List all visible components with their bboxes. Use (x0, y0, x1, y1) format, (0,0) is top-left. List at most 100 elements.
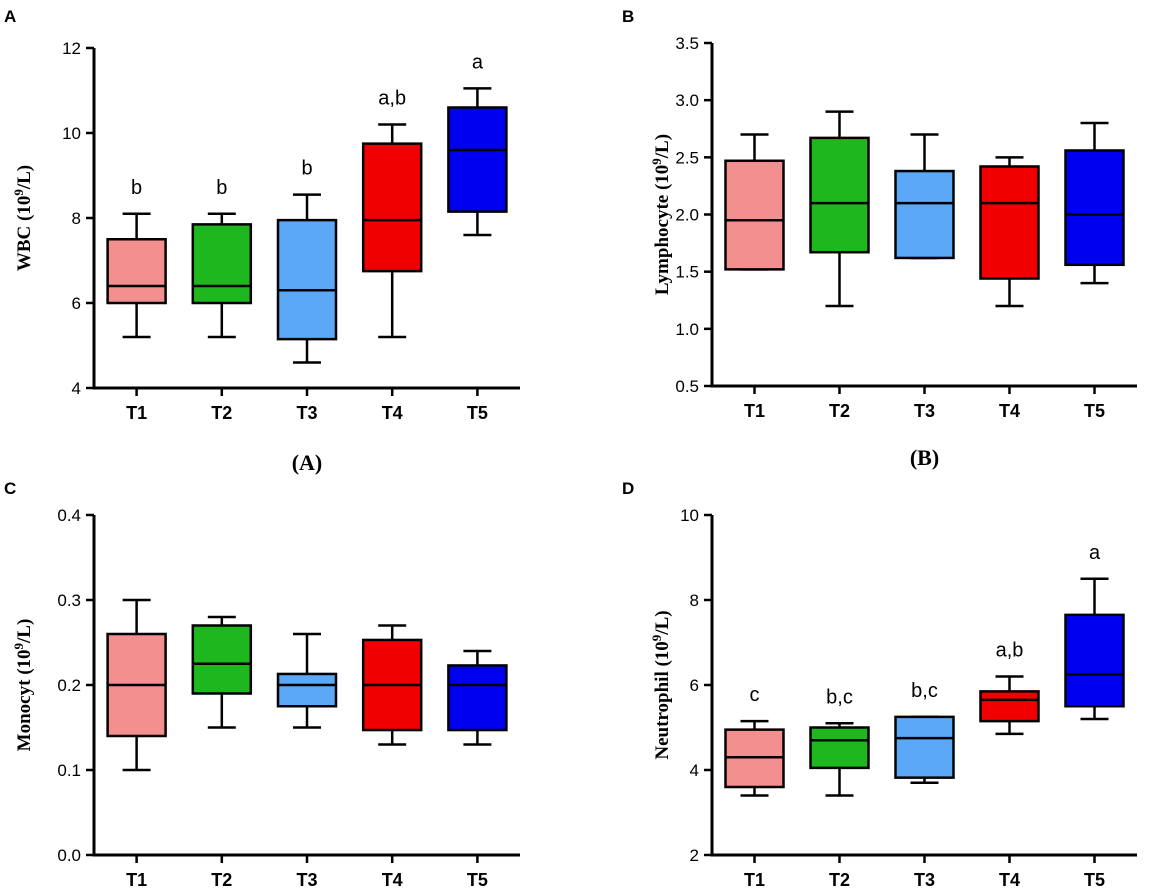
box-body (979, 690, 1040, 723)
panel-a: A 4 6 8 10 12 T1 T2 T3 T4 T5 WBC (109/L) b b b a,b a (A) (4, 7, 520, 475)
box-t2: b (191, 177, 253, 339)
x-tick-label: T3 (914, 401, 935, 421)
x-tick-label: T5 (467, 403, 488, 423)
x-tick-label: T3 (914, 870, 935, 890)
x-tick-label: T5 (1084, 401, 1105, 421)
y-tick-label: 2.0 (675, 206, 699, 225)
box-t1: c (724, 684, 785, 797)
y-tick-label: 8 (72, 209, 81, 228)
x-tick-label: T2 (829, 401, 850, 421)
significance-label: b (131, 177, 142, 199)
panel-letter: A (4, 7, 16, 26)
x-tick-label: T2 (829, 870, 850, 890)
x-tick-label: T2 (211, 870, 232, 890)
box-t3 (276, 632, 338, 729)
box-t2: b,c (809, 686, 870, 797)
panel-d: D 2 4 6 8 10 T1 T2 T3 T4 T5 Neutrophil (109/L) c b,c b… (622, 479, 1137, 890)
box-t2 (191, 615, 253, 729)
y-tick-label: 3.0 (675, 91, 699, 110)
significance-label: b,c (911, 680, 938, 702)
y-tick-label: 2.5 (675, 148, 699, 167)
y-tick-label: 0.4 (57, 506, 81, 525)
box-body (1064, 149, 1125, 267)
y-tick-label: 3.5 (675, 34, 699, 53)
x-tick-label: T1 (126, 870, 147, 890)
box-body (1064, 613, 1125, 708)
y-tick-label: 8 (690, 591, 699, 610)
x-tick-label: T2 (211, 403, 232, 423)
significance-label: a (472, 51, 484, 73)
y-tick-label: 0.5 (675, 377, 699, 396)
x-tick-label: T1 (744, 870, 765, 890)
box-body (979, 165, 1040, 280)
x-tick-label: T1 (126, 403, 147, 423)
x-tick-label: T3 (296, 403, 317, 423)
significance-label: a (1089, 542, 1101, 564)
box-body (809, 136, 870, 254)
significance-label: b,c (826, 686, 853, 708)
x-tick-label: T5 (467, 870, 488, 890)
panel-letter: D (622, 479, 634, 498)
box-body (809, 726, 870, 770)
panel-letter: B (622, 7, 634, 26)
panel-caption: (A) (292, 450, 323, 475)
box-t1 (106, 598, 167, 772)
significance-label: c (750, 684, 760, 706)
significance-label: b (301, 158, 312, 180)
y-tick-label: 6 (72, 294, 81, 313)
significance-label: a,b (996, 640, 1024, 662)
y-tick-label: 2 (690, 846, 699, 865)
y-axis-title: Lymphocyte (109/L) (649, 134, 673, 295)
box-t5: a (1064, 542, 1125, 721)
y-tick-label: 10 (62, 124, 81, 143)
box-t3 (894, 133, 955, 260)
panel-c: C 0.0 0.1 0.2 0.3 0.4 T1 T2 T3 T4 T5 Monocyt (109/L… (4, 479, 520, 890)
box-body (361, 142, 423, 273)
box-t4: a,b (979, 640, 1040, 736)
y-tick-label: 1.5 (675, 263, 699, 282)
box-t4 (361, 624, 423, 746)
x-tick-label: T4 (382, 870, 403, 890)
y-axis-title: WBC (109/L) (11, 165, 35, 271)
box-t5 (447, 649, 508, 746)
y-axis-title: Neutrophil (109/L) (649, 610, 673, 759)
x-tick-label: T1 (744, 401, 765, 421)
box-body (447, 664, 508, 732)
y-tick-label: 0.0 (57, 846, 81, 865)
x-tick-label: T4 (999, 401, 1020, 421)
box-t4: a,b (361, 88, 423, 339)
box-t3: b (276, 158, 338, 364)
y-tick-label: 6 (690, 676, 699, 695)
box-body (276, 672, 338, 708)
x-tick-label: T4 (382, 403, 403, 423)
box-t1: b (106, 177, 167, 339)
panel-letter: C (4, 479, 16, 498)
x-tick-label: T3 (296, 870, 317, 890)
panel-caption: (B) (910, 445, 939, 470)
y-tick-label: 10 (680, 506, 699, 525)
y-tick-label: 1.0 (675, 320, 699, 339)
box-body (724, 159, 785, 271)
y-axis-title: Monocyt (109/L) (11, 619, 35, 752)
y-tick-label: 0.1 (57, 761, 81, 780)
box-t5 (1064, 121, 1125, 285)
box-t5: a (447, 51, 508, 237)
y-tick-label: 12 (62, 39, 81, 58)
box-t1 (724, 133, 785, 271)
significance-label: b (216, 177, 227, 199)
box-t3: b,c (894, 680, 955, 784)
y-tick-label: 4 (72, 379, 81, 398)
box-body (276, 218, 338, 341)
x-tick-label: T5 (1084, 870, 1105, 890)
box-body (894, 169, 955, 260)
x-tick-label: T4 (999, 870, 1020, 890)
box-body (106, 238, 167, 305)
box-body (894, 715, 955, 779)
box-body (191, 223, 253, 305)
y-tick-label: 0.3 (57, 591, 81, 610)
panel-b: B 0.5 1.0 1.5 2.0 2.5 3.0 3.5 T1 T2 T3 T4 T5 Lymphocy… (622, 7, 1137, 470)
y-tick-label: 0.2 (57, 676, 81, 695)
y-tick-label: 4 (690, 761, 699, 780)
box-body (191, 624, 253, 695)
